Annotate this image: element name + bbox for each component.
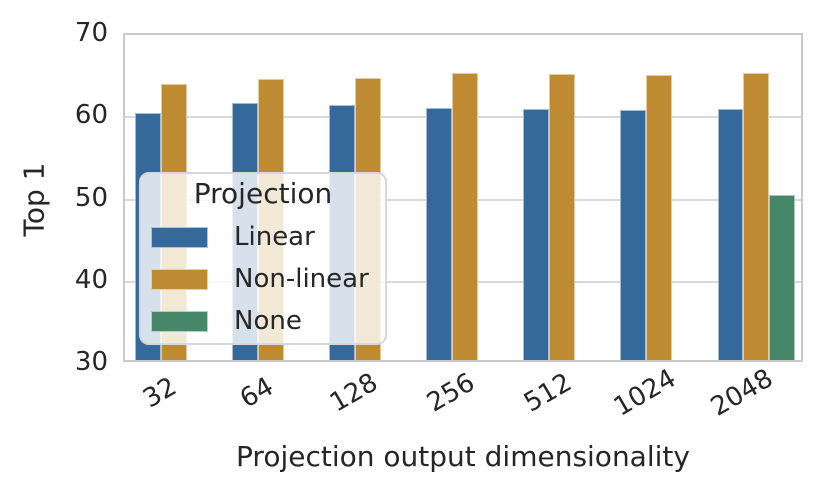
bar-linear-1024 — [620, 109, 647, 360]
legend-swatch-linear — [151, 226, 208, 248]
y-tick-label-70: 70 — [74, 18, 108, 48]
x-tick-label-128: 128 — [324, 367, 383, 419]
y-tick-label-60: 60 — [74, 100, 108, 131]
legend-label-none: None — [234, 306, 302, 336]
legend-title: Projection — [193, 177, 333, 210]
x-tick-label-1024: 1024 — [609, 363, 682, 423]
y-tick-label-40: 40 — [74, 264, 108, 295]
legend-label-linear: Linear — [234, 222, 315, 252]
y-tick-label-50: 50 — [74, 182, 108, 213]
x-tick-label-512: 512 — [519, 367, 578, 419]
legend-item-none: None — [151, 306, 302, 336]
legend: Projection Linear Non-linear None — [139, 172, 387, 345]
bar-linear-2048 — [717, 109, 744, 360]
bar-linear-512 — [523, 109, 550, 360]
x-tick-label-32: 32 — [137, 371, 182, 415]
bar-non-linear-2048 — [743, 72, 770, 360]
legend-label-non-linear: Non-linear — [234, 264, 369, 294]
legend-item-non-linear: Non-linear — [151, 264, 369, 294]
y-tick-label-30: 30 — [74, 347, 108, 377]
x-tick-label-256: 256 — [421, 367, 480, 419]
x-tick-label-64: 64 — [234, 371, 279, 415]
legend-swatch-non-linear — [151, 268, 208, 290]
bar-none-2048 — [769, 194, 796, 360]
x-axis-label: Projection output dimensionality — [236, 440, 690, 473]
bar-non-linear-512 — [549, 73, 576, 360]
bar-linear-256 — [426, 108, 453, 360]
bar-non-linear-1024 — [646, 75, 673, 360]
legend-swatch-none — [151, 310, 208, 332]
legend-item-linear: Linear — [151, 222, 315, 252]
x-tick-label-2048: 2048 — [706, 363, 779, 423]
bar-non-linear-256 — [452, 72, 478, 360]
